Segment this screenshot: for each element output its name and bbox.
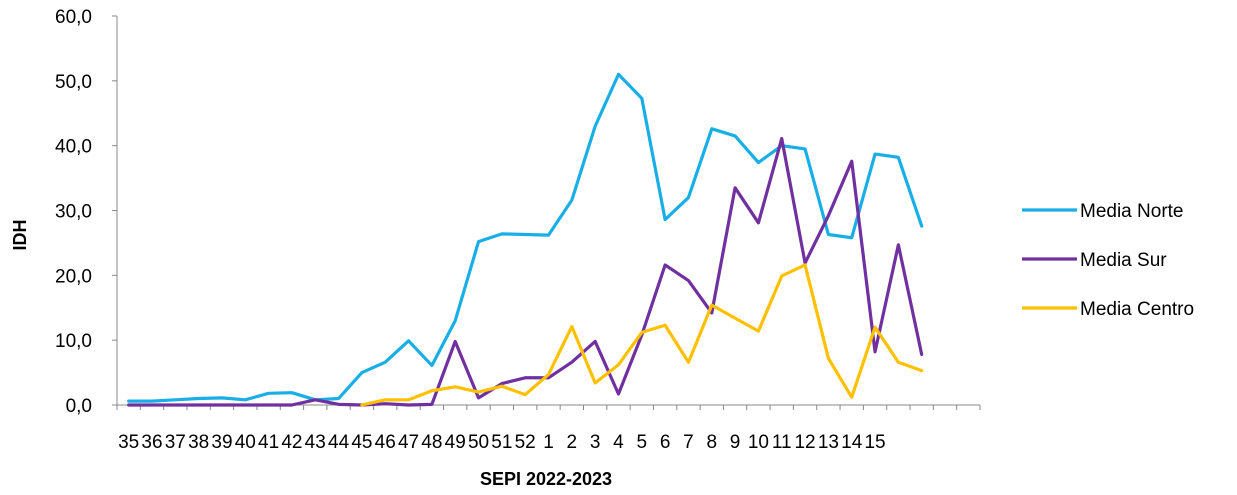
x-tick-label: 40: [235, 432, 256, 453]
y-tick-label: 0,0: [66, 396, 92, 417]
x-tick-label: 35: [118, 432, 139, 453]
series-media-centro: [360, 263, 924, 407]
y-axis-title: IDH: [10, 220, 30, 251]
series-lines: [127, 72, 924, 407]
x-tick-label: 9: [730, 432, 741, 453]
x-tick-label: 39: [211, 432, 232, 453]
x-tick-label: 15: [864, 432, 885, 453]
x-tick-label: 8: [706, 432, 717, 453]
legend-label: Media Sur: [1080, 250, 1167, 271]
x-tick-label: 41: [258, 432, 279, 453]
y-tick-label: 50,0: [55, 72, 92, 93]
x-tick-label: 11: [772, 432, 792, 453]
legend: Media Norte Media Sur Media Centro: [1022, 201, 1194, 320]
x-tick-label: 1: [543, 432, 554, 453]
x-tick-label: 2: [567, 432, 578, 453]
x-tick-label: 47: [398, 432, 419, 453]
series-line: [127, 72, 924, 403]
series-media-sur: [127, 136, 924, 407]
x-tick-label: 7: [683, 432, 694, 453]
x-tick-label: 43: [305, 432, 326, 453]
x-tick-label: 45: [351, 432, 372, 453]
x-tick-label: 50: [468, 432, 489, 453]
x-tick-label: 12: [794, 432, 815, 453]
y-tick-label: 60,0: [55, 7, 92, 28]
legend-label: Media Centro: [1080, 299, 1194, 320]
y-tick-label: 20,0: [55, 266, 92, 287]
legend-item: Media Centro: [1022, 299, 1194, 320]
x-axis-tick-labels: 35 36 37 38 39 40 41 42 43 44 45 46 47 48 49 50 51 52 1 2 3 4…: [118, 432, 886, 453]
x-tick-label: 14: [841, 432, 863, 453]
y-axis-ticks: [112, 15, 117, 406]
x-tick-label: 4: [613, 432, 624, 453]
series-line: [127, 136, 924, 407]
series-line: [360, 263, 924, 407]
x-tick-label: 52: [515, 432, 536, 453]
x-tick-label: 48: [421, 432, 442, 453]
x-tick-label: 49: [445, 432, 466, 453]
series-media-norte: [127, 72, 924, 403]
x-tick-label: 37: [165, 432, 186, 453]
x-axis-title: SEPI 2022-2023: [480, 469, 612, 489]
y-tick-label: 10,0: [55, 331, 92, 352]
x-tick-label: 10: [748, 432, 769, 453]
x-tick-label: 3: [590, 432, 601, 453]
y-tick-label: 30,0: [55, 202, 92, 223]
y-axis-tick-labels: 0,0 10,0 20,0 30,0 40,0 50,0 60,0: [55, 7, 92, 417]
x-tick-label: 44: [328, 432, 350, 453]
y-tick-label: 40,0: [55, 137, 92, 158]
legend-item: Media Sur: [1022, 250, 1167, 271]
x-tick-label: 13: [818, 432, 839, 453]
x-tick-label: 38: [188, 432, 209, 453]
x-tick-label: 36: [141, 432, 162, 453]
x-tick-label: 5: [637, 432, 648, 453]
x-tick-label: 42: [281, 432, 302, 453]
legend-item: Media Norte: [1022, 201, 1184, 222]
legend-label: Media Norte: [1080, 201, 1184, 222]
x-tick-label: 51: [491, 432, 512, 453]
x-tick-label: 6: [660, 432, 671, 453]
x-tick-label: 46: [375, 432, 396, 453]
